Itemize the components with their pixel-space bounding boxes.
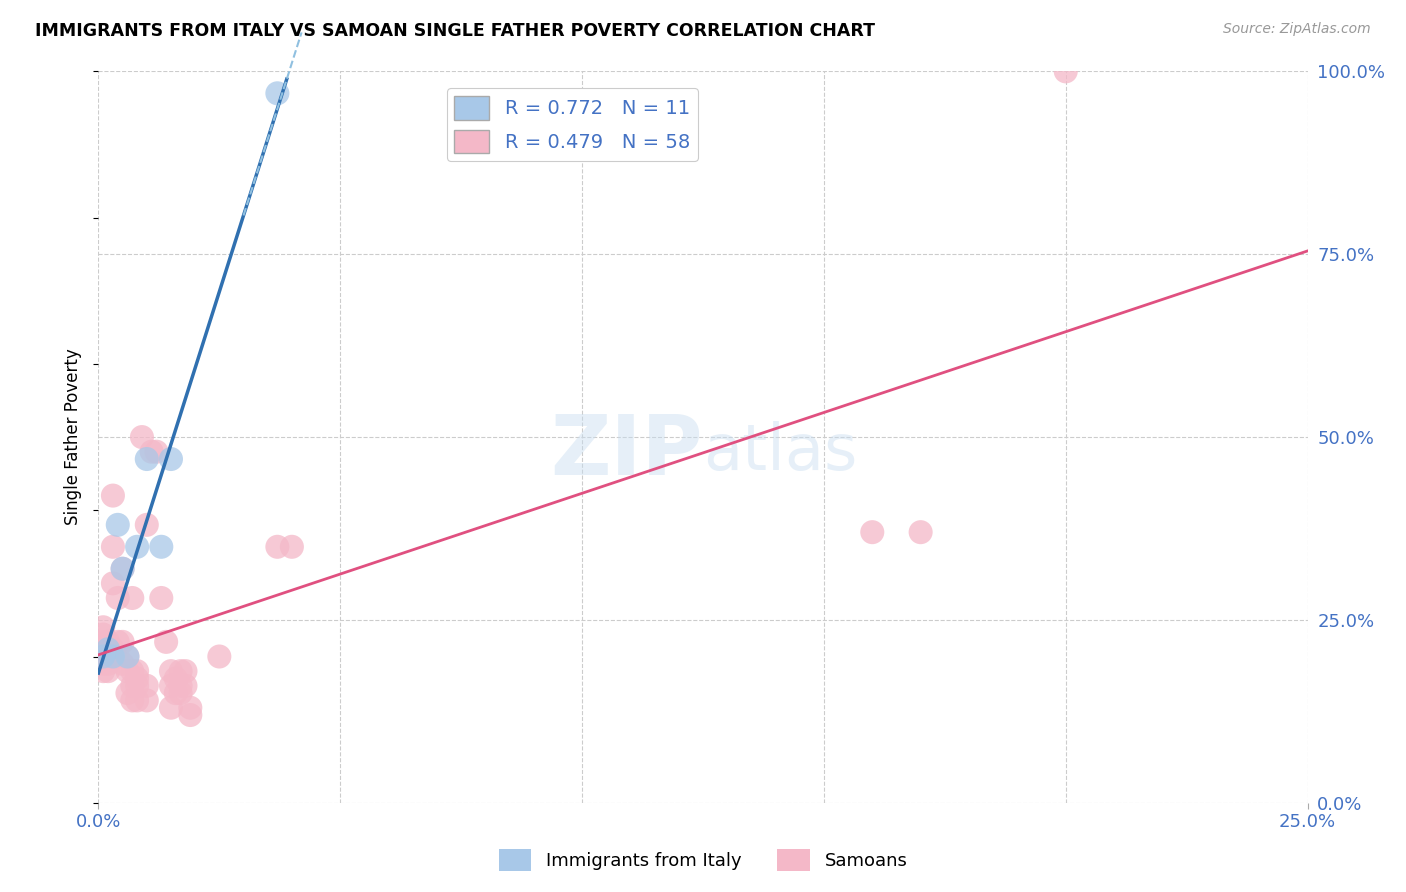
Point (91, 635, 114, 649)
Point (169, 664, 191, 678)
Point (97, 657, 120, 671)
Point (117, 664, 139, 678)
Point (101, 649, 124, 664)
Point (111, 635, 134, 649)
Point (101, 540, 124, 554)
Point (111, 657, 134, 671)
Point (121, 664, 143, 678)
Point (91, 627, 114, 641)
Point (150, 591, 173, 605)
Point (107, 591, 129, 605)
Point (131, 430, 153, 444)
Point (910, 525, 932, 540)
Point (101, 576, 124, 591)
Point (91, 649, 114, 664)
Point (169, 679, 191, 693)
Point (1054, 64, 1077, 78)
Legend: Immigrants from Italy, Samoans: Immigrants from Italy, Samoans (492, 842, 914, 879)
Point (135, 693, 157, 707)
Point (155, 635, 177, 649)
Text: Source: ZipAtlas.com: Source: ZipAtlas.com (1223, 22, 1371, 37)
Point (179, 708, 201, 723)
Point (160, 452, 183, 467)
Point (97, 664, 120, 678)
Point (174, 679, 197, 693)
Point (165, 672, 187, 686)
Point (135, 517, 157, 532)
Point (266, 540, 288, 554)
Text: IMMIGRANTS FROM ITALY VS SAMOAN SINGLE FATHER POVERTY CORRELATION CHART: IMMIGRANTS FROM ITALY VS SAMOAN SINGLE F… (35, 22, 875, 40)
Point (117, 686, 139, 700)
Point (135, 679, 157, 693)
Point (107, 517, 129, 532)
Point (121, 693, 143, 707)
Legend: R = 0.772   N = 11, R = 0.479   N = 58: R = 0.772 N = 11, R = 0.479 N = 58 (447, 88, 697, 161)
Point (121, 679, 143, 693)
Point (169, 686, 191, 700)
Point (141, 444, 163, 458)
Y-axis label: Single Father Poverty: Single Father Poverty (65, 349, 83, 525)
Point (117, 649, 139, 664)
Point (281, 540, 304, 554)
Point (97, 642, 120, 657)
Point (97, 649, 120, 664)
Point (266, 87, 288, 101)
Point (101, 642, 124, 657)
Point (135, 452, 157, 467)
Point (111, 562, 134, 576)
Point (91, 657, 114, 671)
Point (160, 700, 183, 714)
Point (91, 664, 114, 678)
Point (97, 635, 120, 649)
Point (127, 540, 149, 554)
Point (174, 664, 197, 678)
Text: ZIP: ZIP (551, 411, 703, 492)
Point (91, 649, 114, 664)
Point (160, 679, 183, 693)
Point (127, 664, 149, 678)
Point (111, 562, 134, 576)
Point (165, 686, 187, 700)
Point (121, 591, 143, 605)
Point (127, 693, 149, 707)
Text: atlas: atlas (703, 421, 858, 483)
Point (117, 649, 139, 664)
Point (145, 444, 167, 458)
Point (91, 620, 114, 634)
Point (91, 642, 114, 657)
Point (127, 679, 149, 693)
Point (97, 642, 120, 657)
Point (127, 672, 149, 686)
Point (150, 540, 173, 554)
Point (160, 664, 183, 678)
Point (179, 700, 201, 714)
Point (107, 635, 129, 649)
Point (208, 649, 231, 664)
Point (101, 489, 124, 503)
Point (860, 525, 883, 540)
Point (107, 649, 129, 664)
